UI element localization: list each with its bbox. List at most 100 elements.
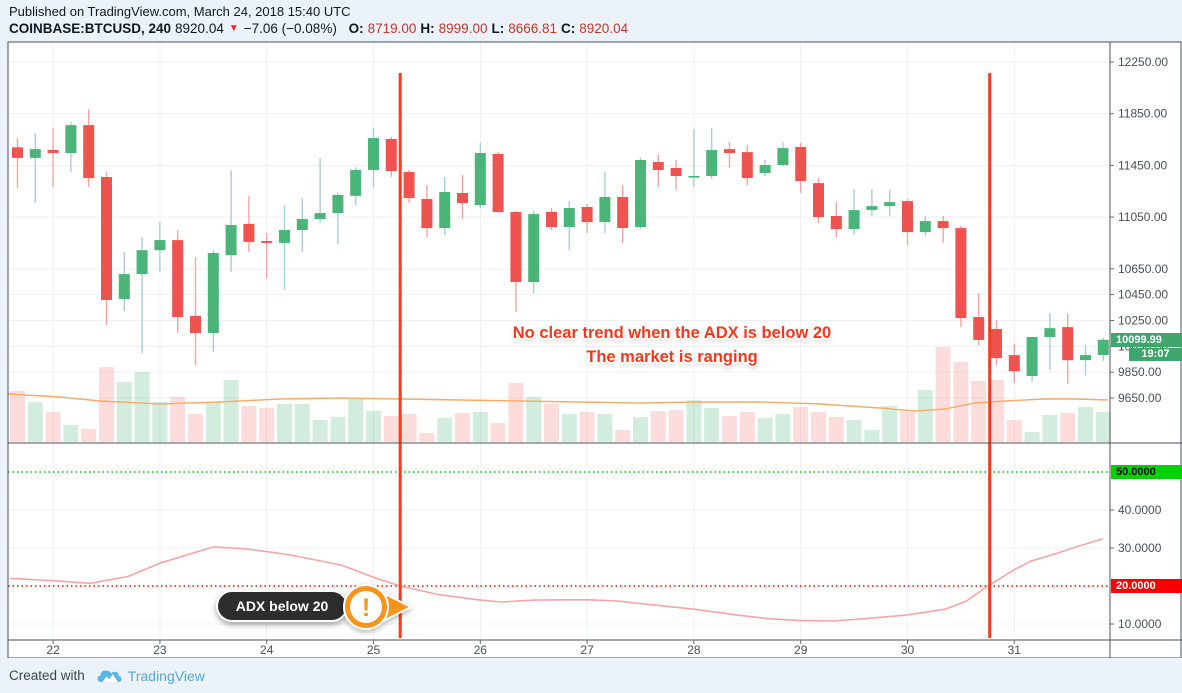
low-value: 8666.81 <box>508 21 558 36</box>
candle-body <box>47 149 59 153</box>
volume-bar <box>828 417 844 442</box>
candle-body <box>154 240 166 251</box>
volume-bar <box>116 382 132 442</box>
volume-bar <box>561 414 577 442</box>
volume-bar <box>10 391 25 442</box>
volume-bar <box>437 418 453 442</box>
adx-level-50-badge[interactable]: 50.0000 <box>1111 465 1182 479</box>
time-tick-label[interactable]: 31 <box>1008 643 1022 657</box>
candle-body <box>706 150 718 176</box>
annotation-line-1: No clear trend when the ADX is below 20 <box>512 324 832 342</box>
last-price-value: 8920.04 <box>175 21 224 36</box>
candle-body <box>830 216 842 230</box>
candle-body <box>296 219 308 230</box>
exclamation-icon[interactable]: ! <box>335 578 417 636</box>
time-tick-label[interactable]: 29 <box>794 643 808 657</box>
volume-bar <box>27 402 43 442</box>
volume-bar <box>419 433 435 442</box>
exclamation-circle <box>350 591 382 623</box>
time-tick-label[interactable]: 23 <box>153 643 167 657</box>
volume-bar <box>152 402 168 442</box>
chart-canvas[interactable]: 12250.00 11850.00 11450.00 11050.00 10650.00… <box>0 0 1182 658</box>
adx-line[interactable] <box>10 538 1104 622</box>
candle-body <box>546 211 557 227</box>
volume-bar <box>205 402 221 442</box>
candle-body <box>884 202 896 207</box>
candle-body <box>955 228 967 318</box>
candle-body <box>1026 337 1038 376</box>
volume-bar <box>633 417 648 442</box>
volume-bar <box>971 381 987 442</box>
volume-bar <box>508 383 524 442</box>
candle-body <box>492 154 504 212</box>
volume-bar <box>472 412 488 442</box>
adx-indicator-pane[interactable] <box>8 443 1110 640</box>
volume-bar <box>455 413 470 442</box>
last-price-badge[interactable]: 10099.99 <box>1111 333 1182 347</box>
time-tick-label[interactable]: 25 <box>367 643 381 657</box>
volume-bar <box>757 418 773 442</box>
price-tick-label: 11450.00 <box>1118 158 1167 172</box>
price-tick-label: 11850.00 <box>1118 107 1167 121</box>
candle-body <box>172 240 184 317</box>
main-price-pane[interactable] <box>8 42 1110 443</box>
candle-body <box>848 210 860 230</box>
adx-level-20-badge[interactable]: 20.0000 <box>1111 579 1182 593</box>
volume-bar <box>1006 420 1022 442</box>
volume-bar <box>401 414 417 442</box>
adx-callout-label[interactable]: ADX below 20 <box>216 590 348 622</box>
created-with-label: Created with <box>9 668 85 683</box>
price-tick-label: 10650.00 <box>1118 262 1168 276</box>
volume-bar <box>704 408 720 442</box>
time-tick-label[interactable]: 26 <box>474 643 488 657</box>
volume-bar <box>686 400 702 442</box>
candle-body <box>777 148 789 165</box>
time-scale-row[interactable] <box>8 640 1182 658</box>
candle-body <box>510 212 522 282</box>
time-tick-label[interactable]: 27 <box>580 643 594 657</box>
candle-body <box>795 147 807 181</box>
candle-body <box>1062 327 1074 361</box>
candle-body <box>617 197 629 228</box>
candle-body <box>279 230 290 243</box>
tradingview-brand-label[interactable]: TradingView <box>127 667 205 684</box>
candle-body <box>385 139 397 171</box>
candle-body <box>528 214 540 283</box>
volume-bar <box>312 420 328 442</box>
volume-bar <box>277 404 292 442</box>
close-value: 8920.04 <box>579 21 629 36</box>
candle-body <box>350 170 362 196</box>
annotation-line-2: The market is ranging <box>586 348 758 366</box>
change-value: −7.06 (−0.08%) <box>243 21 337 36</box>
volume-bar <box>650 411 666 442</box>
time-tick-label[interactable]: 30 <box>901 643 915 657</box>
open-value: 8719.00 <box>367 21 417 36</box>
chart-annotation-text[interactable]: No clear trend when the ADX is below 20 … <box>402 321 942 369</box>
candle-body <box>741 152 753 179</box>
high-value: 8999.00 <box>438 21 488 36</box>
time-tick-label[interactable]: 22 <box>46 643 60 657</box>
candle-body <box>243 223 255 242</box>
candle-body <box>1044 328 1056 337</box>
time-tick-label[interactable]: 24 <box>260 643 274 657</box>
volume-bar <box>383 416 399 442</box>
price-tick-label: 10450.00 <box>1118 288 1168 302</box>
volume-bar <box>811 412 826 442</box>
volume-bar <box>864 430 880 442</box>
candle-body <box>474 153 486 206</box>
candle-body <box>813 183 824 218</box>
candle-body <box>190 315 201 333</box>
published-line: Published on TradingView.com, March 24, … <box>9 4 351 19</box>
volume-bar <box>935 347 951 442</box>
adx-tick-label: 10.0000 <box>1118 617 1162 631</box>
low-label: L: <box>491 21 505 36</box>
price-tick-label: 9650.00 <box>1118 391 1162 405</box>
volume-bar <box>490 423 506 442</box>
tradingview-logo-icon[interactable] <box>97 668 122 684</box>
volume-bar <box>330 417 346 442</box>
time-tick-label[interactable]: 28 <box>687 643 701 657</box>
candle-body <box>1008 355 1020 372</box>
symbol-interval-label[interactable]: COINBASE:BTCUSD, 240 <box>9 21 172 36</box>
candle-body <box>919 221 931 233</box>
